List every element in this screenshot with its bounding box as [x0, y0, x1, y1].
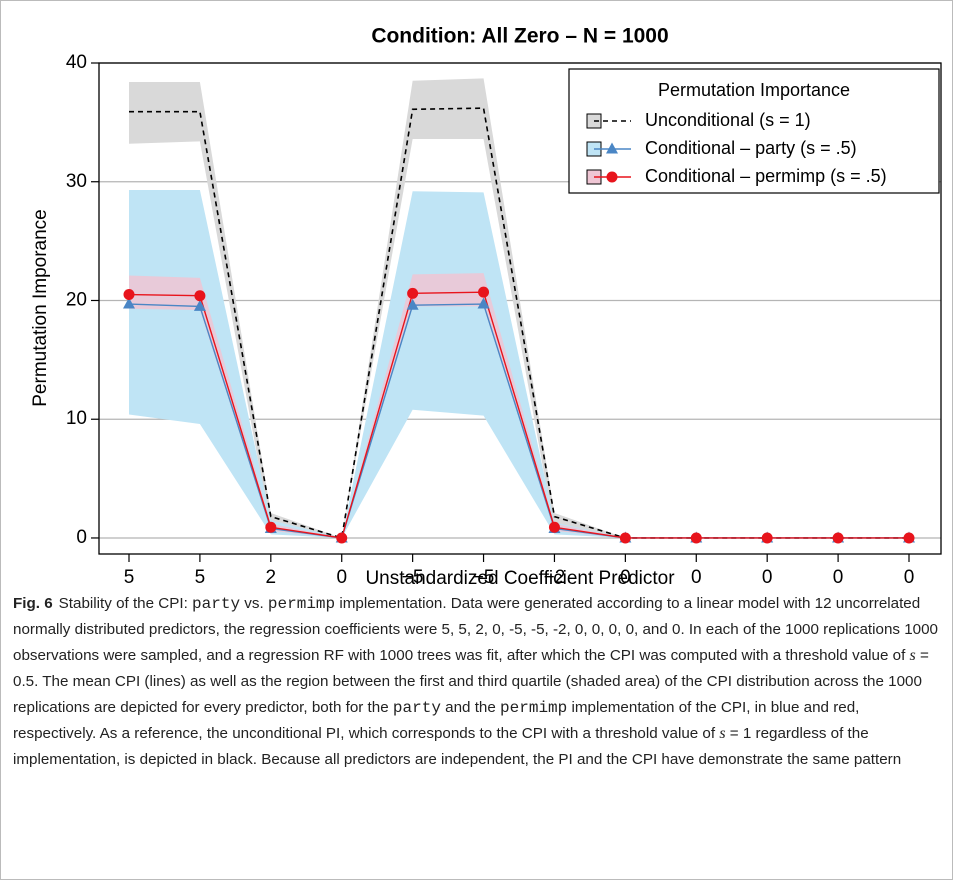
legend-title: Permutation Importance: [658, 80, 850, 100]
x-tick-label: −5: [402, 567, 424, 586]
point: [193, 299, 206, 311]
point: [407, 287, 419, 299]
point: [406, 298, 419, 310]
caption-code: permimp: [500, 699, 568, 717]
caption: Fig. 6 Stability of the CPI: party vs. pe…: [13, 591, 938, 773]
point: [336, 532, 348, 544]
point: [478, 286, 490, 298]
x-tick-label: 0: [833, 567, 844, 586]
y-axis-label: Permutation Imporance: [30, 209, 51, 407]
caption-text: vs.: [240, 595, 268, 612]
point: [606, 171, 618, 183]
point: [761, 532, 773, 544]
series-line: [128, 291, 909, 539]
iqr-band: [129, 273, 909, 538]
y-tick-label: 30: [66, 171, 87, 192]
x-tick-label: −5: [473, 567, 495, 586]
point: [123, 297, 135, 309]
caption-code: party: [192, 595, 241, 613]
y-tick-label: 20: [66, 290, 87, 311]
caption-text: and the: [440, 699, 501, 716]
x-tick-label: 0: [336, 567, 347, 586]
x-tick-label: 0: [904, 567, 915, 586]
caption-text: Stability of the CPI:: [58, 595, 193, 612]
caption-label: Fig. 6: [13, 595, 53, 612]
y-tick-label: 0: [76, 527, 87, 548]
x-axis-label: Unstandardized Coefficient Predictor: [365, 568, 675, 586]
legend-box: [568, 68, 940, 194]
caption-text: implementation. Data were generated acco…: [13, 595, 938, 664]
caption-text: = 0.5. The mean CPI (lines) as well as t…: [13, 647, 929, 716]
x-tick-label: 5: [124, 567, 135, 586]
plot-frame: [98, 62, 942, 555]
caption-code: permimp: [267, 595, 336, 613]
legend: Permutation Importance Unconditional (s =…: [568, 68, 940, 194]
iqr-band: [129, 190, 909, 538]
x-tick-label: 0: [762, 567, 773, 586]
legend-label: Conditional – party (s = .5): [645, 138, 857, 158]
point: [194, 290, 206, 302]
x-tick-label: 2: [266, 567, 277, 586]
point: [619, 532, 631, 544]
legend-label: Unconditional (s = 1): [645, 110, 811, 130]
caption-symbol: s: [909, 647, 916, 664]
point: [477, 297, 490, 309]
chart: Condition: All Zero – N = 1000 Unstandar…: [30, 25, 942, 586]
legend-label: Conditional – permimp (s = .5): [645, 166, 887, 186]
x-tick-label: 5: [195, 567, 206, 586]
chart-title: Condition: All Zero – N = 1000: [371, 25, 668, 48]
caption-code: party: [392, 699, 441, 717]
y-tick-label: 10: [66, 408, 87, 429]
point: [265, 521, 277, 533]
point: [123, 289, 135, 301]
caption-symbol: s: [719, 725, 726, 742]
point: [832, 532, 844, 544]
x-tick-label: 0: [620, 567, 631, 586]
x-tick-label: −2: [544, 567, 566, 586]
point: [903, 532, 915, 544]
x-tick-label: 0: [691, 567, 702, 586]
y-tick-label: 40: [66, 52, 87, 73]
point: [606, 142, 618, 154]
point: [548, 521, 560, 533]
caption-text: implementation of the CPI, in blue and r…: [13, 699, 860, 742]
caption-text: = 1 regardless of the implementation, is…: [13, 725, 902, 768]
point: [690, 532, 702, 544]
